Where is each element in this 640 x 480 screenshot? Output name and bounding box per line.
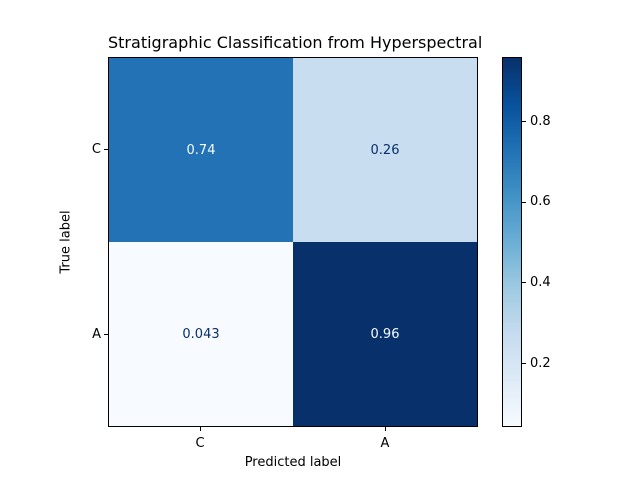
y-tick-mark [104, 334, 108, 335]
matrix-cell-true-A-pred-C: 0.043 [109, 242, 293, 426]
confusion-matrix-grid: 0.74 0.26 0.043 0.96 [109, 58, 477, 426]
colorbar-tick-label: 0.2 [530, 355, 551, 371]
colorbar-tick-label: 0.4 [530, 274, 551, 290]
colorbar-tick-mark [522, 121, 526, 123]
cell-value: 0.96 [370, 326, 400, 342]
colorbar-tick-mark [522, 282, 526, 284]
y-tick-label-0: C [91, 142, 101, 157]
y-tick-label-1: A [92, 327, 101, 342]
colorbar-tick-label: 0.6 [530, 194, 551, 210]
colorbar-tick-label: 0.8 [530, 113, 551, 129]
y-axis-label: True label [58, 210, 74, 274]
chart-title: Stratigraphic Classification from Hypers… [108, 33, 483, 52]
cell-value: 0.74 [186, 142, 216, 158]
y-tick-mark [104, 149, 108, 150]
colorbar-tick-mark [522, 201, 526, 203]
x-axis-label: Predicted label [244, 455, 342, 470]
heatmap-plot-area: 0.74 0.26 0.043 0.96 [108, 57, 478, 427]
x-tick-mark [385, 427, 386, 431]
matrix-cell-true-A-pred-A: 0.96 [293, 242, 477, 426]
cell-value: 0.043 [182, 326, 220, 342]
matrix-cell-true-C-pred-A: 0.26 [293, 58, 477, 242]
x-tick-label-1: A [380, 436, 390, 451]
colorbar-tick-mark [522, 363, 526, 365]
x-tick-label-0: C [195, 436, 205, 451]
colorbar [502, 57, 522, 427]
x-tick-mark [200, 427, 201, 431]
matrix-cell-true-C-pred-C: 0.74 [109, 58, 293, 242]
cell-value: 0.26 [370, 142, 400, 158]
